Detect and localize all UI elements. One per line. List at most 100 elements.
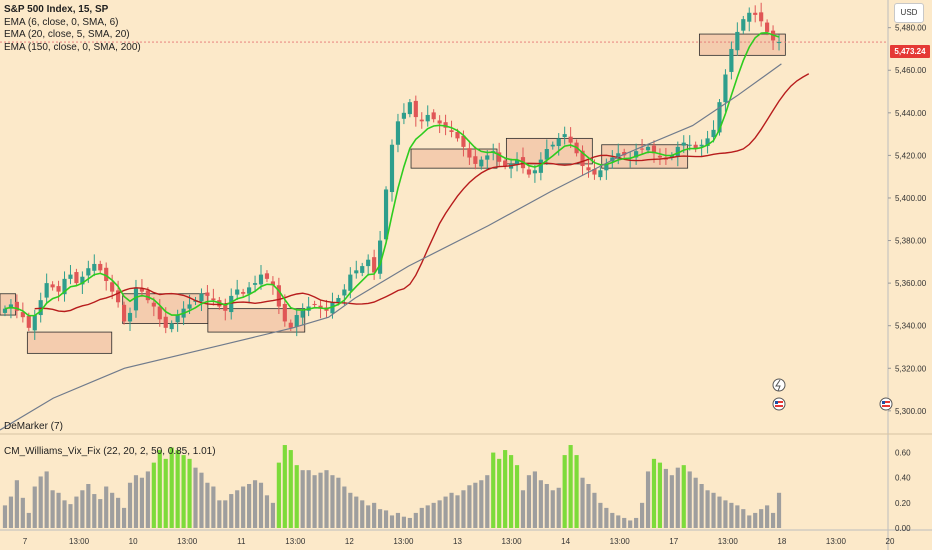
vix-bar (44, 471, 49, 528)
price-tick-label: 5,380.00 (895, 237, 927, 246)
vix-bar (592, 492, 597, 528)
price-tick-label: 5,340.00 (895, 322, 927, 331)
candle-body (389, 144, 395, 193)
vix-bar (86, 484, 91, 528)
vix-bar (485, 475, 490, 528)
candle-body (330, 302, 335, 314)
candle-body (372, 257, 377, 273)
candle-body (657, 155, 663, 158)
vix-bar (687, 471, 692, 528)
vix-bar (92, 494, 97, 528)
candle-body (651, 145, 657, 154)
time-tick-label: 13:00 (826, 537, 847, 546)
candle-body (753, 12, 758, 15)
vix-bar (437, 500, 442, 528)
candle-body (318, 305, 323, 309)
time-tick-label: 12 (345, 537, 354, 546)
vix-bar (50, 490, 55, 528)
vix-bar (258, 482, 264, 528)
candle-body (205, 292, 210, 296)
vix-bar (556, 487, 561, 528)
vix-bar (639, 502, 645, 528)
vix-bar (14, 480, 19, 528)
candle-body (514, 159, 520, 164)
legend-ema-mid: EMA (20, close, 5, SMA, 20) (4, 29, 130, 40)
candle-body (449, 130, 454, 132)
candle-body (401, 112, 406, 119)
time-tick-label: 13:00 (69, 537, 90, 546)
currency-button[interactable]: USD (894, 3, 924, 23)
candle-body (395, 121, 401, 145)
candle-body (68, 274, 73, 279)
vix-bar (669, 475, 674, 528)
price-tick-label: 5,440.00 (895, 109, 927, 118)
candle-body (687, 144, 692, 146)
time-tick-label: 11 (237, 537, 246, 546)
candle-body (241, 292, 246, 294)
candle-body (264, 273, 270, 279)
vix-bar (705, 490, 710, 528)
legend-ema-fast: EMA (6, close, 0, SMA, 6) (4, 16, 119, 28)
candle-body (187, 304, 192, 309)
vix-bar (568, 445, 573, 528)
vix-bar (473, 482, 478, 528)
vix-bar (514, 465, 520, 528)
vix-bar (681, 465, 686, 528)
vix-bar (38, 476, 43, 528)
candle-body (413, 100, 418, 118)
vix-bar (395, 512, 401, 528)
vix-bar (169, 447, 174, 528)
price-tick-label: 5,400.00 (895, 194, 927, 203)
candle-body (568, 136, 573, 143)
vix-bar (550, 490, 555, 528)
vix-bar (753, 512, 758, 528)
vix-bar (32, 486, 37, 528)
price-tick-label: 5,300.00 (895, 407, 927, 416)
candle-body (610, 157, 615, 162)
vix-fix-label: CM_Williams_Vix_Fix (22, 20, 2, 50, 0.85… (4, 446, 216, 457)
vix-bar (711, 492, 716, 528)
candle-body (80, 276, 85, 285)
vix-bar (657, 462, 663, 528)
vix-bar (378, 509, 383, 528)
time-tick-label: 10 (129, 537, 138, 546)
vix-bar (324, 470, 329, 528)
candle-body (92, 263, 97, 271)
candle-body (8, 304, 14, 309)
candle-body (300, 310, 305, 318)
candle-body (503, 160, 508, 167)
candle-body (366, 259, 371, 267)
vix-bar (574, 455, 579, 528)
indicator-tick-label: 0.60 (895, 449, 911, 458)
vix-bar (532, 471, 537, 528)
vix-bar (252, 480, 258, 528)
vix-bar (413, 512, 418, 528)
candle-body (223, 303, 228, 311)
vix-bar (300, 470, 305, 528)
vix-bar (116, 497, 121, 528)
vix-bar (723, 500, 728, 528)
vix-bar (699, 484, 704, 528)
vix-bar (187, 458, 192, 528)
candle-body (711, 129, 716, 138)
candle-body (776, 42, 782, 44)
vix-bar (276, 462, 281, 528)
candle-body (247, 287, 252, 294)
candle-body (550, 144, 555, 147)
candle-body (705, 138, 710, 147)
vix-bar (729, 502, 734, 528)
candle-body (86, 268, 91, 276)
price-tick-label: 5,360.00 (895, 279, 927, 288)
candle-body (407, 102, 412, 115)
time-tick-label: 7 (23, 537, 28, 546)
legend-ema-slow: EMA (150, close, 0, SMA, 200) (4, 41, 141, 53)
vix-bar (586, 484, 591, 528)
candle-body (497, 152, 502, 162)
candle-body (616, 153, 621, 159)
candle-body (544, 149, 549, 160)
vix-bar (765, 505, 770, 528)
candle-body (741, 19, 746, 31)
vix-bar (151, 462, 156, 528)
candle-body (729, 48, 734, 72)
